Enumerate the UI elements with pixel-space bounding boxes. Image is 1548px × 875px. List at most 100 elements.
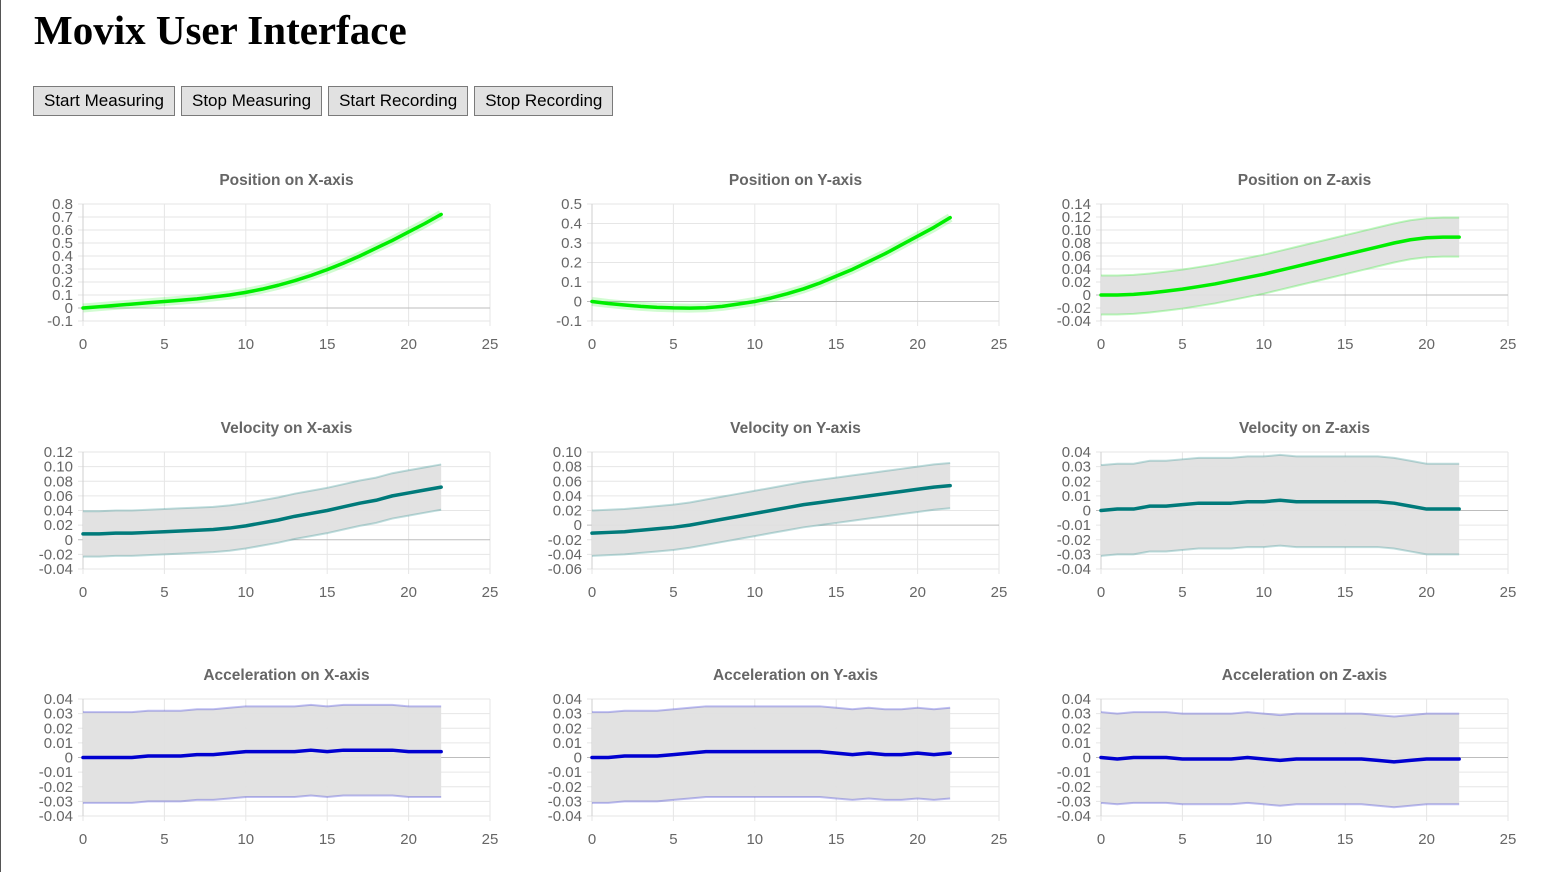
chart0-series-line [81, 212, 443, 310]
chart3-y-tick-label-0: -0.04 [39, 561, 73, 578]
chart5-x-tick-label-0: 0 [1097, 584, 1105, 601]
chart6-y-tick-label-4: 0 [65, 750, 73, 767]
chart2-y-tick-label-8: 0.12 [1062, 209, 1091, 226]
chart4-y-tick-label-4: 0.02 [553, 503, 582, 520]
chart6-y-tick-label-0: -0.04 [39, 808, 73, 825]
chart4-x-tick-label-4: 20 [909, 584, 926, 601]
chart3-y-tick-label-6: 0.08 [44, 473, 73, 490]
chart3-y-tick-label-1: -0.02 [39, 546, 73, 563]
chart7-series-line [590, 749, 952, 760]
chart2-x-tick-label-3: 15 [1337, 336, 1354, 353]
chart1-title: Position on Y-axis [729, 172, 862, 189]
chart2-x-tick-label-2: 10 [1255, 336, 1272, 353]
chart5-y-tick-label-0: -0.04 [1057, 561, 1091, 578]
chart7-y-tick-label-4: 0 [574, 750, 582, 767]
chart8-x-tick-label-3: 15 [1337, 831, 1354, 848]
stop-recording-button[interactable]: Stop Recording [474, 86, 614, 116]
chart5-y-tick-label-5: 0.01 [1062, 488, 1091, 505]
chart4-y-tick-label-3: 0 [574, 517, 582, 534]
chart-position-z: Position on Z-axis 0 5 10 15 20 25 -0.04 -0.02 0 0… [1037, 165, 1527, 380]
chart1-y-tick-label-3: 0.2 [561, 255, 582, 272]
chart8-band-upper [1100, 711, 1460, 718]
chart3-band-upper [83, 463, 442, 513]
chart4-title: Velocity on Y-axis [730, 420, 861, 437]
chart7-band-upper [592, 705, 951, 714]
chart1-x-tick-label-4: 20 [909, 336, 926, 353]
chart1-x-tick-label-3: 15 [828, 336, 845, 353]
start-measuring-button[interactable]: Start Measuring [33, 86, 175, 116]
chart8-title: Acceleration on Z-axis [1222, 667, 1387, 684]
chart1-series-line [590, 215, 952, 310]
chart3-y-tick-label-7: 0.10 [44, 459, 73, 476]
chart0-y-tick-label-1: 0 [65, 300, 73, 317]
chart5-y-tick-label-7: 0.03 [1062, 459, 1091, 476]
chart1-x-tick-label-2: 10 [746, 336, 763, 353]
chart5-y-tick-label-6: 0.02 [1062, 473, 1091, 490]
stop-measuring-button[interactable]: Stop Measuring [181, 86, 323, 116]
chart5-y-tick-label-3: -0.01 [1057, 517, 1091, 534]
chart6-y-tick-label-1: -0.03 [39, 793, 73, 810]
chart2-title: Position on Z-axis [1238, 172, 1371, 189]
chart3-y-tick-label-8: 0.12 [44, 444, 73, 461]
chart0-x-tick-label-5: 25 [482, 336, 499, 353]
chart6-y-tick-label-6: 0.02 [44, 720, 73, 737]
chart3-y-tick-label-4: 0.04 [44, 503, 73, 520]
chart3-series-line [81, 485, 443, 536]
chart4-y-tick-label-0: -0.06 [548, 561, 582, 578]
chart4-y-tick-label-6: 0.06 [553, 473, 582, 490]
chart2-series-line [1099, 235, 1461, 297]
chart8-y-tick-label-8: 0.04 [1062, 691, 1091, 708]
chart2-uncertainty-band [1101, 217, 1460, 315]
chart3-uncertainty-band [83, 464, 442, 557]
chart8-x-tick-label-1: 5 [1178, 831, 1186, 848]
chart4-y-tick-label-2: -0.02 [548, 532, 582, 549]
chart7-title: Acceleration on Y-axis [713, 667, 878, 684]
chart5-uncertainty-band [1101, 454, 1460, 556]
chart4-y-tick-label-5: 0.04 [553, 488, 582, 505]
start-recording-button[interactable]: Start Recording [328, 86, 469, 116]
chart2-y-tick-label-6: 0.08 [1062, 235, 1091, 252]
chart-position-x: Position on X-axis 0 5 10 15 20 25 -0.1 0 0.1 0.2 0… [19, 165, 509, 380]
chart2-band-lower [1101, 255, 1460, 316]
chart4-band-upper [591, 461, 951, 512]
chart4-band-lower [591, 507, 951, 557]
chart7-y-tick-label-5: 0.01 [553, 735, 582, 752]
chart6-x-tick-label-1: 5 [160, 831, 168, 848]
chart5-y-tick-label-4: 0 [1083, 503, 1091, 520]
chart8-y-tick-label-1: -0.03 [1057, 793, 1091, 810]
chart1-y-tick-label-2: 0.1 [561, 274, 582, 291]
chart0-x-tick-label-3: 15 [319, 336, 336, 353]
chart8-y-tick-label-6: 0.02 [1062, 720, 1091, 737]
chart6-y-tick-label-5: 0.01 [44, 735, 73, 752]
chart4-y-tick-label-1: -0.04 [548, 546, 582, 563]
chart2-y-tick-label-0: -0.04 [1057, 313, 1091, 330]
chart3-x-tick-label-2: 10 [237, 584, 254, 601]
chart0-y-tick-label-5: 0.4 [52, 248, 73, 265]
chart8-y-tick-label-2: -0.02 [1057, 779, 1091, 796]
chart7-y-tick-label-2: -0.02 [548, 779, 582, 796]
chart3-title: Velocity on X-axis [221, 420, 353, 437]
chart6-x-tick-label-5: 25 [482, 831, 499, 848]
chart5-x-tick-label-4: 20 [1418, 584, 1435, 601]
chart2-y-tick-label-4: 0.04 [1062, 261, 1091, 278]
chart7-x-tick-label-5: 25 [991, 831, 1008, 848]
chart7-y-tick-label-6: 0.02 [553, 720, 582, 737]
chart4-x-tick-label-3: 15 [828, 584, 845, 601]
chart6-y-tick-label-8: 0.04 [44, 691, 73, 708]
chart7-x-tick-label-4: 20 [909, 831, 926, 848]
chart-svg: Velocity on Y-axis 0 5 10 15 20 25 -0.06-0.04-0… [548, 420, 1008, 601]
chart6-x-tick-label-2: 10 [237, 831, 254, 848]
chart6-uncertainty-band [83, 704, 442, 803]
chart0-y-tick-label-0: -0.1 [47, 313, 73, 330]
chart4-y-tick-label-8: 0.10 [553, 444, 582, 461]
chart5-x-tick-label-3: 15 [1337, 584, 1354, 601]
chart1-y-tick-label-1: 0 [574, 294, 582, 311]
chart0-y-tick-label-4: 0.3 [52, 261, 73, 278]
chart8-y-tick-label-4: 0 [1083, 750, 1091, 767]
chart2-x-tick-label-0: 0 [1097, 336, 1105, 353]
chart7-band-lower [592, 795, 951, 804]
chart-svg: Position on Y-axis 0 5 10 15 20 25 -0.1 0 0.1 0.2 0… [556, 172, 1007, 353]
